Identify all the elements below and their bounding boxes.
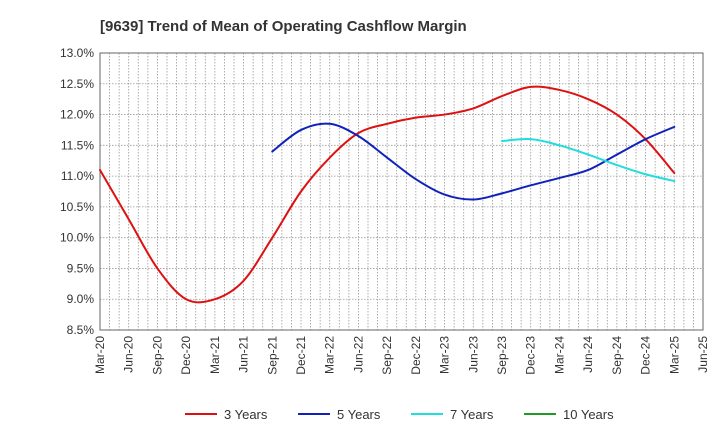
x-tick-label: Mar-23 [438,336,452,374]
y-tick-label: 11.5% [61,138,94,152]
x-tick-label: Sep-21 [265,336,279,375]
x-tick-label: Dec-20 [179,336,193,375]
y-tick-label: 10.0% [60,231,94,245]
x-tick-label: Mar-25 [667,336,681,374]
y-tick-label: 12.5% [60,77,94,91]
y-tick-label: 9.0% [67,292,95,306]
legend: 3 Years 5 Years 7 Years 10 Years [185,407,614,422]
legend-label-10-years: 10 Years [563,407,614,422]
legend-label-7-years: 7 Years [450,407,494,422]
x-tick-label: Mar-21 [208,336,222,374]
series-lines [99,85,676,304]
plot-border [99,52,704,331]
y-tick-label: 9.5% [67,261,95,275]
y-tick-label: 8.5% [67,323,95,337]
y-tick-label: 10.5% [60,200,94,214]
x-tick-label: Jun-24 [581,336,595,373]
x-tick-label: Sep-22 [380,336,394,375]
y-tick-label: 12.0% [60,108,94,122]
y-tick-label: 11.0% [61,169,94,183]
x-tick-label: Dec-24 [639,336,653,375]
plot-area [100,53,703,330]
x-tick-label: Sep-23 [495,336,509,375]
x-tick-label: Sep-24 [610,336,624,375]
series-line-5-years [271,122,676,201]
series-line-3-years [99,85,676,304]
x-tick-label: Jun-25 [696,336,710,373]
grid [99,52,704,331]
x-tick-label: Jun-21 [237,336,251,373]
x-tick-label: Mar-24 [552,336,566,374]
x-tick-label: Dec-21 [294,336,308,375]
legend-label-3-years: 3 Years [224,407,268,422]
x-tick-label: Sep-20 [150,336,164,375]
x-tick-label: Jun-22 [351,336,365,373]
y-tick-label: 13.0% [60,46,94,60]
legend-label-5-years: 5 Years [337,407,381,422]
x-tick-label: Mar-22 [323,336,337,374]
axes: 8.5% 9.0% 9.5% 10.0% 10.5% 11.0% 11.5% 12.0% 12.… [60,46,710,375]
x-tick-label: Jun-23 [466,336,480,373]
x-tick-label: Jun-20 [122,336,136,373]
chart-title: [9639] Trend of Mean of Operating Cashfl… [100,18,467,35]
series-line-7-years [501,138,676,183]
x-tick-label: Dec-23 [524,336,538,375]
x-tick-label: Dec-22 [409,336,423,375]
x-tick-label: Mar-20 [93,336,107,374]
